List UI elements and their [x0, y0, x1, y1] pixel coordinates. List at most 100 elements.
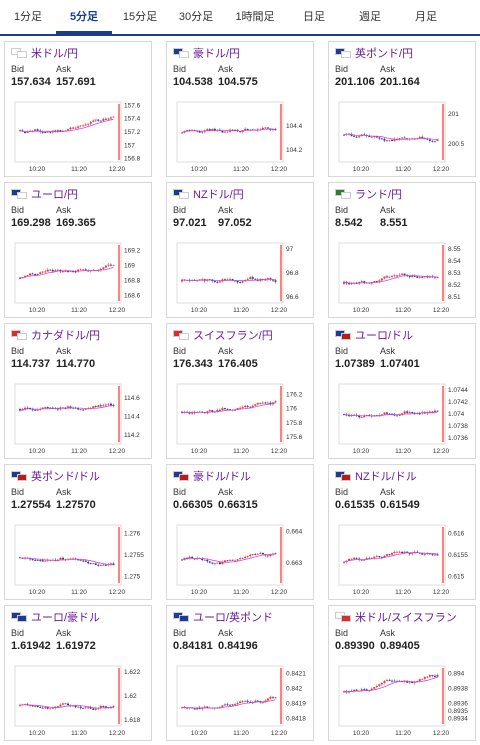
- candle: [239, 131, 242, 133]
- moving-average-line: [181, 278, 276, 282]
- flag-icon: [173, 189, 189, 199]
- candle: [403, 551, 406, 554]
- price-chart[interactable]: 1.622 1.62 1.618 10:20 11:20 12:20: [9, 660, 149, 740]
- price-chart[interactable]: 8.55 8.54 8.53 8.52 8.51 10:20 11:20 12:20: [333, 237, 473, 317]
- pair-name[interactable]: NZドル/ドル: [355, 471, 417, 483]
- candle: [19, 130, 21, 132]
- candle: [226, 409, 229, 410]
- tab-1[interactable]: 5分足: [56, 0, 112, 34]
- candle: [196, 707, 199, 710]
- candle: [436, 410, 439, 412]
- x-tick-label: 11:20: [71, 730, 87, 737]
- price-chart[interactable]: 104.4 104.2 10:20 11:20 12:20: [171, 96, 311, 176]
- currency-card[interactable]: 豪ドル/ドル Bid Ask 0.66305 0.66315 0.664 0.663 10:2…: [166, 464, 314, 600]
- y-tick-label: 8.52: [448, 282, 461, 289]
- candle: [198, 130, 201, 133]
- tab-5[interactable]: 日足: [303, 11, 325, 23]
- candle: [99, 706, 102, 708]
- currency-card[interactable]: ユーロ/円 Bid Ask 169.298 169.365 169.2 169 168.8 16…: [4, 182, 152, 318]
- currency-card[interactable]: NZドル/円 Bid Ask 97.021 97.052 97 96.8 96.6 10:20 1…: [166, 182, 314, 318]
- candle: [216, 281, 219, 283]
- price-chart[interactable]: 114.6 114.4 114.2 10:20 11:20 12:20: [9, 378, 149, 458]
- y-tick-label: 157.2: [124, 129, 141, 136]
- currency-card[interactable]: カナダドル/円 Bid Ask 114.737 114.770 114.6 114.4 114…: [4, 323, 152, 459]
- tab-4[interactable]: 1時間足: [235, 11, 275, 23]
- price-chart[interactable]: 97 96.8 96.6 10:20 11:20 12:20: [171, 237, 311, 317]
- chart-svg: 1.0744 1.0742 1.074 1.0738 1.0736 10:20 11:20 1…: [338, 383, 468, 455]
- ask-label: Ask: [218, 628, 234, 638]
- candle: [112, 116, 115, 118]
- pair-name[interactable]: 豪ドル/ドル: [193, 471, 252, 483]
- price-chart[interactable]: 1.0744 1.0742 1.074 1.0738 1.0736 10:20 11:20 1…: [333, 378, 473, 458]
- pair-name[interactable]: 米ドル/円: [31, 48, 79, 60]
- card-header: 英ポンド/ドル: [11, 469, 100, 483]
- pair-name[interactable]: NZドル/円: [193, 189, 244, 201]
- pair-name[interactable]: 豪ドル/円: [193, 48, 241, 60]
- pair-name[interactable]: 英ポンド/円: [355, 48, 414, 60]
- currency-card[interactable]: 米ドル/スイスフラン Bid Ask 0.89390 0.89405 0.894 0.893…: [328, 605, 476, 741]
- pair-name[interactable]: ユーロ/ドル: [355, 330, 414, 342]
- x-tick-label: 11:20: [395, 307, 411, 314]
- currency-card[interactable]: 豪ドル/円 Bid Ask 104.538 104.575 104.4 104.2 10:20…: [166, 41, 314, 177]
- candle: [49, 131, 52, 133]
- tab-2[interactable]: 15分足: [122, 11, 158, 23]
- tab-0[interactable]: 1分足: [13, 11, 43, 23]
- tab-3[interactable]: 30分足: [178, 11, 214, 23]
- price-chart[interactable]: 157.6 157.4 157.2 157 156.8 10:20 11:20 12:20: [9, 96, 149, 176]
- pair-name[interactable]: ユーロ/豪ドル: [31, 612, 101, 624]
- pair-name[interactable]: スイスフラン/円: [193, 330, 273, 342]
- bid-ask-labels: Bid Ask: [335, 628, 395, 638]
- tab-7[interactable]: 月足: [415, 11, 437, 23]
- pair-name[interactable]: ユーロ/英ポンド: [193, 612, 274, 624]
- price-chart[interactable]: 0.664 0.663 10:20 11:20 12:20: [171, 519, 311, 599]
- candle: [363, 415, 366, 418]
- currency-card[interactable]: ユーロ/豪ドル Bid Ask 1.61942 1.61972 1.622 1.62 1.61…: [4, 605, 152, 741]
- x-tick-label: 10:20: [191, 166, 208, 173]
- currency-card[interactable]: ランド/円 Bid Ask 8.542 8.551 8.55 8.54 8.53 8.52 8.5…: [328, 182, 476, 318]
- currency-card[interactable]: ユーロ/英ポンド Bid Ask 0.84181 0.84196 0.8421 0.842 0…: [166, 605, 314, 741]
- currency-card[interactable]: 英ポンド/ドル Bid Ask 1.27554 1.27570 1.276 1.2755 1.…: [4, 464, 152, 600]
- price-chart[interactable]: 176.2 176 175.8 175.6 10:20 11:20 12:20: [171, 378, 311, 458]
- bid-ask-values: 0.84181 0.84196: [173, 640, 258, 652]
- flag-icon: [335, 48, 351, 58]
- pair-name[interactable]: ランド/円: [355, 189, 403, 201]
- candle: [226, 279, 229, 281]
- candle: [104, 118, 107, 120]
- ask-value: 0.84196: [218, 640, 258, 652]
- price-chart[interactable]: 169.2 169 168.8 168.6 10:20 11:20 12:20: [9, 237, 149, 317]
- price-chart[interactable]: 0.894 0.8938 0.8936 0.8935 0.8934 10:20 11:20 1…: [333, 660, 473, 740]
- candle: [380, 682, 383, 685]
- ask-label: Ask: [218, 205, 234, 215]
- pair-name[interactable]: ユーロ/円: [31, 189, 79, 201]
- price-chart[interactable]: 201 200.5 10:20 11:20 12:20: [333, 96, 473, 176]
- candle: [266, 402, 269, 404]
- candle: [104, 404, 107, 406]
- candle: [41, 131, 44, 133]
- price-chart[interactable]: 0.616 0.6155 0.615 10:20 11:20 12:20: [333, 519, 473, 599]
- pair-name[interactable]: 英ポンド/ドル: [31, 471, 101, 483]
- price-chart[interactable]: 0.8421 0.842 0.8419 0.8418 10:20 11:20 12:20: [171, 660, 311, 740]
- candle: [104, 706, 107, 708]
- currency-card[interactable]: ユーロ/ドル Bid Ask 1.07389 1.07401 1.0744 1.0742 1.…: [328, 323, 476, 459]
- x-tick-label: 11:20: [233, 448, 249, 455]
- candle: [92, 563, 95, 565]
- candle: [264, 127, 267, 129]
- x-tick-label: 10:20: [29, 307, 46, 314]
- pair-name[interactable]: 米ドル/スイスフラン: [355, 612, 457, 624]
- currency-card[interactable]: スイスフラン/円 Bid Ask 176.343 176.405 176.2 176 175.…: [166, 323, 314, 459]
- card-header: ユーロ/円: [11, 187, 78, 201]
- price-chart[interactable]: 1.276 1.2755 1.275 10:20 11:20 12:20: [9, 519, 149, 599]
- candle: [112, 706, 115, 708]
- bid-value: 104.538: [173, 76, 213, 88]
- currency-card[interactable]: 英ポンド/円 Bid Ask 201.106 201.164 201 200.5 10:20 1…: [328, 41, 476, 177]
- tab-6[interactable]: 週足: [359, 11, 381, 23]
- candle: [201, 131, 204, 133]
- candle: [44, 407, 47, 408]
- candle: [29, 705, 32, 707]
- currency-card[interactable]: 米ドル/円 Bid Ask 157.634 157.691 157.6 157.4 157.2…: [4, 41, 152, 177]
- candle: [254, 278, 257, 280]
- ask-value: 1.27570: [56, 499, 96, 511]
- currency-card[interactable]: NZドル/ドル Bid Ask 0.61535 0.61549 0.616 0.6155 0.…: [328, 464, 476, 600]
- pair-name[interactable]: カナダドル/円: [31, 330, 101, 342]
- ask-label: Ask: [380, 628, 396, 638]
